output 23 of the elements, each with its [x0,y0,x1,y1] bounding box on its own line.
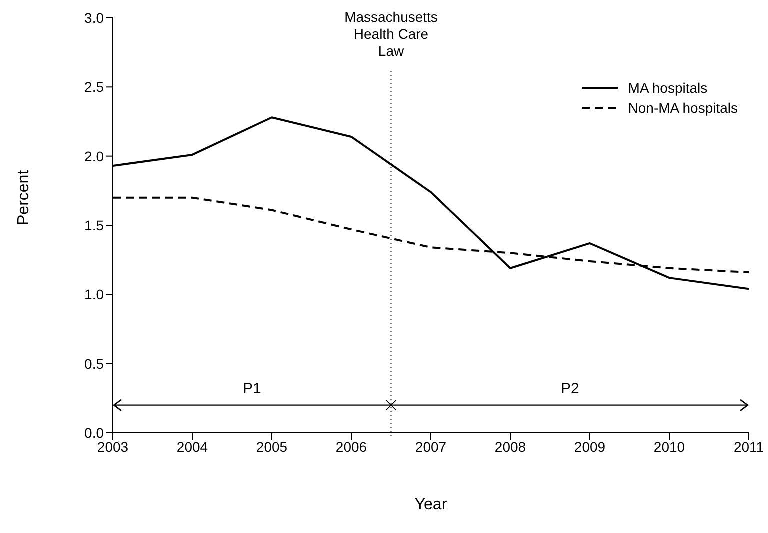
x-tick-label: 2005 [256,438,288,455]
y-tick-label: 0.5 [84,356,104,372]
ref-line-label: Massachusetts Health Care Law [344,9,438,59]
x-tick-label: 2006 [336,438,368,455]
y-tick-label: 3.0 [84,10,104,26]
x-tick-label: 2008 [494,438,526,455]
y-tick-label: 0.0 [84,424,104,441]
x-tick-label: 2007 [415,438,447,455]
y-tick-label: 1.0 [84,286,104,303]
y-axis-title: Percent [16,170,33,226]
y-tick-label: 2.0 [84,148,104,164]
x-tick-label: 2009 [574,438,606,455]
x-tick-label: 2010 [654,438,686,455]
x-axis-title: Year [414,496,448,514]
legend-label: Non-MA hospitals [628,100,738,116]
legend-label: MA hospitals [628,80,708,96]
x-tick-label: 2004 [176,438,208,455]
y-tick-label: 1.5 [84,217,104,234]
y-tick-label: 2.5 [84,79,104,96]
x-tick-label: 2011 [734,438,764,455]
annotation: P2 [560,380,580,398]
annotation: P1 [242,380,262,398]
x-tick-label: 2003 [97,438,129,455]
